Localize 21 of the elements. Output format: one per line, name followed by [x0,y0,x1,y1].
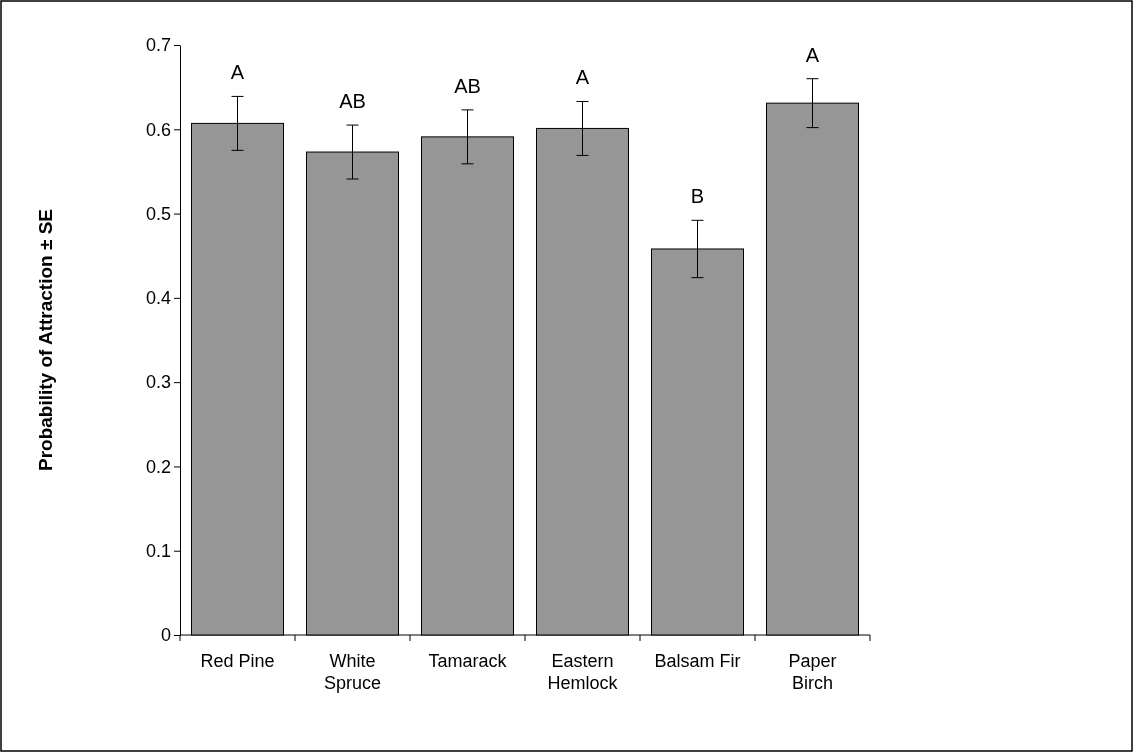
y-tick-label: 0.6 [145,119,171,140]
y-tick-label: 0.2 [145,456,171,477]
y-tick-label: 0.3 [145,372,171,393]
x-tick-label: Paper Birch [788,651,837,693]
y-tick-label: 0.1 [145,540,171,561]
x-tick-label: Eastern Hemlock [547,651,619,693]
annotation: A [230,61,245,84]
annotation: A [805,43,820,66]
y-tick-label: 0 [160,625,171,646]
y-tick-label: 0.4 [145,288,171,309]
x-tick-label: White Spruce [323,651,382,693]
annotation: AB [339,90,366,113]
x-tick-label: Red Pine [200,651,275,671]
x-tick-label: Tamarack [428,651,508,671]
annotation: B [690,185,705,208]
y-tick-label: 0.5 [145,203,171,224]
y-axis-title: Probability of Attraction ± SE [35,208,56,472]
annotation: A [575,66,590,89]
x-tick-label: Balsam Fir [654,651,741,671]
y-tick-label: 0.7 [145,35,171,56]
annotation: AB [454,74,481,97]
